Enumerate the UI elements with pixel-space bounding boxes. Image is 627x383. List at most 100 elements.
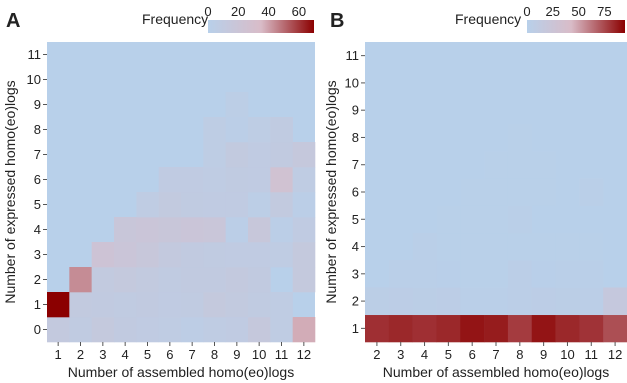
- panel-b-y-tick-label: 10: [345, 75, 359, 90]
- panel-a-cell: [91, 317, 115, 343]
- panel-b-x-tick-label: 5: [445, 347, 452, 362]
- panel-a-cell: [69, 317, 92, 343]
- panel-b-cell: [531, 287, 556, 316]
- panel-a-cell: [203, 317, 226, 343]
- panel-a-x-tick-label: 5: [144, 347, 151, 362]
- panel-a-cell: [270, 242, 293, 268]
- panel-b-x-tick-label: 4: [421, 347, 428, 362]
- panel-a-legend-tick-label: 0: [204, 4, 211, 19]
- panel-b-cell: [555, 260, 580, 288]
- panel-a-y-tick-label: 5: [34, 197, 41, 212]
- panel-a-x-tick-label: 1: [55, 347, 62, 362]
- panel-a-cell: [114, 292, 137, 318]
- panel-a-cell: [270, 292, 293, 318]
- panel-b-legend-ticks: 0 25 50 75: [523, 4, 611, 19]
- panel-b-cell: [507, 287, 533, 316]
- panel-a-y-tick-label: 11: [28, 47, 42, 62]
- panel-a-cell: [225, 217, 249, 243]
- panel-a-cell: [248, 117, 271, 143]
- panel-b-cell: [436, 205, 461, 234]
- panel-b-cell: [603, 314, 627, 343]
- panel-b-legend-tick-label: 25: [546, 4, 560, 19]
- panel-b-cell: [579, 287, 604, 316]
- panel-a-cell: [225, 317, 249, 343]
- panel-b-label: B: [330, 10, 344, 32]
- panel-b-x-tick-label: 9: [540, 347, 547, 362]
- panel-a-cell: [270, 217, 293, 243]
- panel-a-x-tick-label: 9: [233, 347, 240, 362]
- panel-a-cell: [91, 242, 115, 268]
- panel-a-x-tick-label: 2: [77, 347, 84, 362]
- panel-a-cell: [225, 242, 249, 268]
- panel-b-cell: [484, 151, 509, 179]
- panel-a-cell: [203, 292, 226, 318]
- panel-b-cell: [555, 287, 580, 316]
- panel-b-cell: [460, 232, 485, 261]
- panel-a-cell: [158, 317, 182, 343]
- panel-a-legend-tick-label: 60: [292, 4, 306, 19]
- panel-b-cell: [365, 314, 390, 343]
- panel-a-cell: [181, 292, 204, 318]
- panel-a-y-tick-label: 0: [34, 322, 41, 337]
- panel-b-cell: [388, 287, 413, 316]
- panel-a-x-axis-label: Number of assembled homo(eo)logs: [68, 364, 294, 380]
- panel-a-cell: [248, 167, 271, 193]
- panel-a-cell: [181, 267, 204, 293]
- panel-a-cell: [158, 192, 182, 218]
- panel-b-cell: [460, 287, 485, 316]
- panel-a-cell: [203, 217, 226, 243]
- panel-b-cell: [531, 314, 556, 343]
- panel-b-legend-tick-label: 75: [597, 4, 611, 19]
- panel-a-cell: [248, 267, 271, 293]
- panel-a-cell: [270, 317, 293, 343]
- panel-b-y-ticks: 1 2 3 4 5 6 7 8 9 10 11: [345, 48, 365, 336]
- panel-b-y-tick-label: 3: [352, 266, 359, 281]
- panel-a-cell: [136, 242, 159, 268]
- panel-a-x-tick-label: 7: [189, 347, 196, 362]
- panel-b-cell: [460, 205, 485, 234]
- panel-b-cell: [436, 260, 461, 288]
- panel-a-cell: [91, 267, 115, 293]
- panel-b-cell: [412, 287, 437, 316]
- panel-a-cell: [203, 117, 226, 143]
- panel-a-cell: [203, 142, 226, 168]
- panel-a-cell: [248, 317, 271, 343]
- panel-b-y-tick-label: 7: [352, 157, 359, 172]
- panel-b-cell: [555, 314, 580, 343]
- panel-b-y-tick-label: 11: [346, 48, 360, 63]
- panel-a-y-tick-label: 8: [34, 122, 41, 137]
- panel-a-cell: [270, 167, 293, 193]
- panel-a-cell: [136, 267, 159, 293]
- panel-a-cell: [203, 167, 226, 193]
- panel-b-cell: [507, 151, 533, 179]
- panel-a-cell: [69, 292, 92, 318]
- panel-b-y-tick-label: 5: [352, 212, 359, 227]
- panel-b-legend-bar: [527, 20, 625, 33]
- panel-a-x-ticks: 1 2 3 4 5 6 7 8 9 10 11 12: [55, 342, 311, 362]
- panel-b-cell: [484, 232, 509, 261]
- panel-a-x-tick-label: 12: [297, 347, 311, 362]
- panel-a-cell: [225, 92, 249, 118]
- panel-a-heatmap-cells: [47, 92, 316, 343]
- panel-b-x-tick-label: 10: [560, 347, 574, 362]
- panel-a-cell: [158, 292, 182, 318]
- panel-a-cell: [292, 317, 316, 343]
- panel-b-cell: [531, 151, 556, 179]
- panel-b-cell: [579, 178, 604, 206]
- panel-b-x-tick-label: 8: [516, 347, 523, 362]
- panel-a-cell: [47, 317, 70, 343]
- panel-a-cell: [69, 267, 92, 293]
- panel-b-cell: [507, 232, 533, 261]
- panel-a-y-ticks: 0 1 2 3 4 5 6 7 8 9 10 11: [27, 47, 47, 337]
- panel-b-cell: [436, 314, 461, 343]
- panel-a-y-tick-label: 2: [34, 272, 41, 287]
- panel-b-x-axis-label: Number of assembled homo(eo)logs: [383, 364, 609, 380]
- panel-b-cell: [555, 232, 580, 261]
- panel-b-cell: [388, 260, 413, 288]
- panel-b-x-tick-label: 2: [373, 347, 380, 362]
- panel-b-x-tick-label: 11: [585, 347, 599, 362]
- panel-b-legend-tick-label: 0: [523, 4, 530, 19]
- panel-b-cell: [412, 314, 437, 343]
- panel-b-cell: [531, 232, 556, 261]
